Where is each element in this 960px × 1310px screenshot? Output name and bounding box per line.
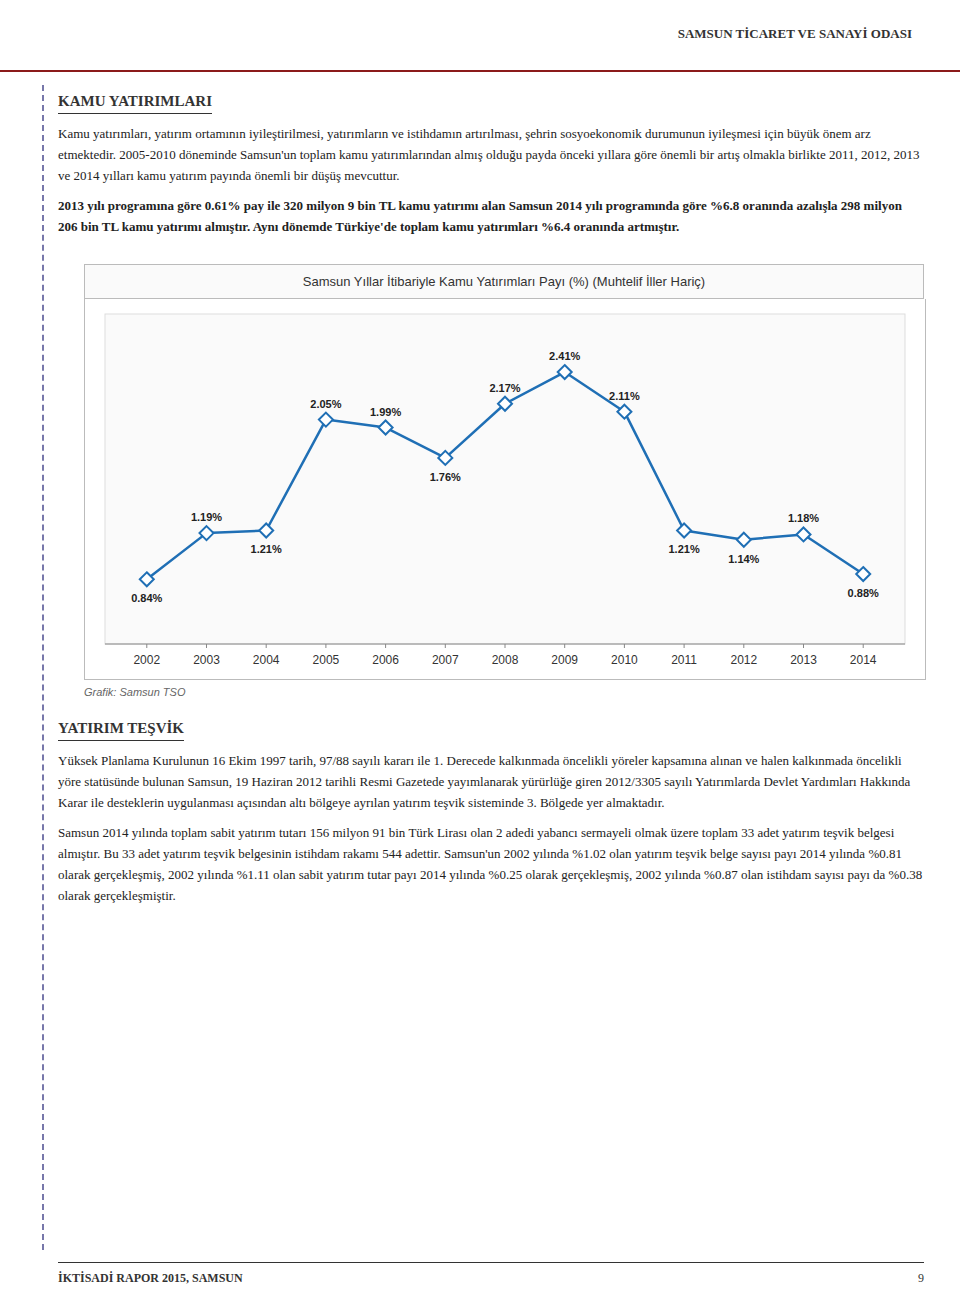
x-tick-label: 2009 — [551, 653, 578, 667]
x-tick — [385, 644, 386, 648]
data-label: 0.84% — [131, 592, 162, 604]
x-tick-label: 2014 — [850, 653, 877, 667]
x-tick-label: 2003 — [193, 653, 220, 667]
section-title: KAMU YATIRIMLARI — [58, 93, 212, 114]
data-label: 2.17% — [489, 382, 520, 394]
x-tick — [445, 644, 446, 648]
x-tick — [564, 644, 565, 648]
x-tick — [505, 644, 506, 648]
plot-area — [140, 365, 870, 586]
footer-text: İKTİSADİ RAPOR 2015, SAMSUN — [58, 1271, 243, 1285]
x-tick — [206, 644, 207, 648]
data-label: 1.21% — [669, 543, 700, 555]
x-tick-label: 2010 — [611, 653, 638, 667]
paragraph: Samsun 2014 yılında toplam sabit yatırım… — [58, 823, 924, 906]
marker — [617, 405, 631, 419]
chart-title: Samsun Yıllar İtibariyle Kamu Yatırımlar… — [84, 264, 924, 299]
x-tick-label: 2004 — [253, 653, 280, 667]
x-tick — [863, 644, 864, 648]
marker — [379, 421, 393, 435]
data-label: 1.99% — [370, 406, 401, 418]
paragraph: 2013 yılı programına göre 0.61% pay ile … — [58, 196, 924, 238]
data-label: 2.05% — [310, 398, 341, 410]
marker — [259, 523, 273, 537]
x-tick — [624, 644, 625, 648]
x-tick — [146, 644, 147, 648]
x-tick-label: 2011 — [671, 653, 697, 667]
data-label: 0.88% — [848, 587, 879, 599]
x-tick-label: 2008 — [492, 653, 519, 667]
x-tick-label: 2002 — [133, 653, 160, 667]
marker — [856, 567, 870, 581]
data-label: 2.41% — [549, 350, 580, 362]
paragraph: Yüksek Planlama Kurulunun 16 Ekim 1997 t… — [58, 751, 924, 813]
x-tick — [684, 644, 685, 648]
x-tick — [325, 644, 326, 648]
header-rule — [0, 70, 960, 72]
plot-frame — [105, 314, 905, 644]
data-label: 1.14% — [728, 553, 759, 565]
paragraph: Kamu yatırımları, yatırım ortamının iyil… — [58, 124, 924, 186]
marker — [797, 527, 811, 541]
x-tick — [266, 644, 267, 648]
data-label: 1.18% — [788, 512, 819, 524]
marker — [737, 533, 751, 547]
x-tick-label: 2006 — [372, 653, 399, 667]
data-label: 1.21% — [251, 543, 282, 555]
x-tick-label: 2007 — [432, 653, 459, 667]
data-label: 1.19% — [191, 511, 222, 523]
marker — [319, 413, 333, 427]
header-title: SAMSUN TİCARET VE SANAYİ ODASI — [678, 26, 912, 42]
footer-page: 9 — [918, 1271, 924, 1286]
x-tick — [743, 644, 744, 648]
chart-source: Grafik: Samsun TSO — [84, 686, 924, 698]
left-border — [42, 85, 44, 1250]
line — [147, 372, 863, 579]
x-tick — [803, 644, 804, 648]
content: KAMU YATIRIMLARI Kamu yatırımları, yatırı… — [58, 92, 924, 917]
marker — [677, 523, 691, 537]
marker — [438, 451, 452, 465]
x-tick-label: 2013 — [790, 653, 817, 667]
chart-svg: 2002 2003 2004 2005 2006 2007 2008 2009 2010 2011… — [84, 299, 926, 680]
x-tick-label: 2012 — [730, 653, 757, 667]
data-label: 1.76% — [430, 471, 461, 483]
data-label: 2.11% — [609, 390, 640, 402]
x-tick-label: 2005 — [313, 653, 340, 667]
marker — [140, 572, 154, 586]
section-title: YATIRIM TEŞVİK — [58, 720, 184, 741]
chart: Samsun Yıllar İtibariyle Kamu Yatırımlar… — [84, 264, 924, 698]
marker — [199, 526, 213, 540]
footer: İKTİSADİ RAPOR 2015, SAMSUN 9 — [58, 1262, 924, 1286]
page: SAMSUN TİCARET VE SANAYİ ODASI KAMU YATIR… — [0, 0, 960, 1310]
marker — [498, 397, 512, 411]
marker — [558, 365, 572, 379]
